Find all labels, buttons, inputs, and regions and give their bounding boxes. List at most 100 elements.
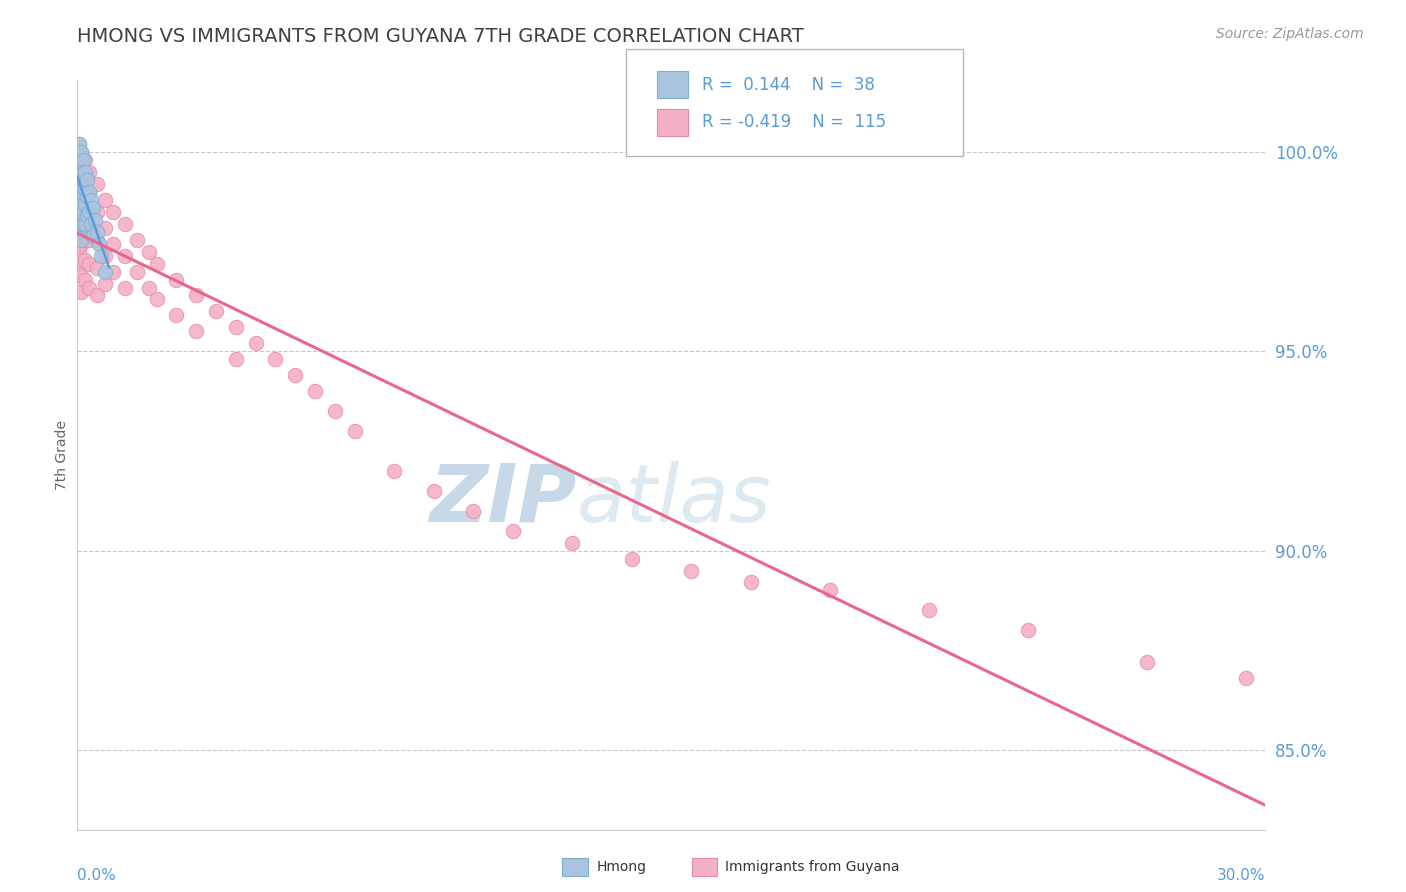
Point [101, 264, 124, 278]
Point [77, 185, 100, 199]
Point [86, 204, 108, 219]
Point [77, 257, 100, 271]
Point [70, 193, 93, 207]
Point [502, 524, 524, 538]
Point [681, 564, 703, 578]
Point [70, 217, 93, 231]
Point [138, 280, 160, 294]
Point [94, 220, 117, 235]
Point [138, 244, 160, 259]
Point [423, 483, 446, 498]
Text: HMONG VS IMMIGRANTS FROM GUYANA 7TH GRADE CORRELATION CHART: HMONG VS IMMIGRANTS FROM GUYANA 7TH GRAD… [77, 27, 804, 45]
Point [114, 280, 136, 294]
Point [67, 177, 90, 191]
Point [75, 193, 97, 207]
Point [72, 217, 94, 231]
Point [76, 189, 98, 203]
Text: 0.0%: 0.0% [77, 869, 117, 883]
Point [382, 464, 405, 478]
Point [94, 193, 117, 207]
Point [72, 197, 94, 211]
Point [67, 233, 90, 247]
Point [75, 197, 97, 211]
Point [70, 201, 93, 215]
Point [67, 165, 90, 179]
Point [114, 217, 136, 231]
Point [67, 217, 90, 231]
Point [75, 217, 97, 231]
Point [186, 288, 208, 302]
Point [70, 236, 93, 251]
Point [77, 233, 100, 247]
Point [67, 185, 90, 199]
Point [463, 504, 485, 518]
Text: R =  0.144    N =  38: R = 0.144 N = 38 [702, 76, 875, 94]
Point [77, 204, 100, 219]
Text: 30.0%: 30.0% [1218, 869, 1265, 883]
Point [186, 324, 208, 338]
Point [84, 212, 107, 227]
Point [82, 201, 104, 215]
Point [70, 268, 93, 283]
Point [70, 285, 93, 299]
Point [125, 233, 148, 247]
Point [70, 204, 93, 219]
Point [77, 165, 100, 179]
Point [80, 217, 103, 231]
Point [77, 185, 100, 199]
Point [67, 149, 90, 163]
Point [620, 551, 643, 566]
Point [72, 165, 94, 179]
Point [67, 244, 90, 259]
Point [76, 209, 98, 223]
Point [70, 252, 93, 267]
Point [72, 181, 94, 195]
Point [67, 193, 90, 207]
Point [818, 583, 841, 598]
Text: Source: ZipAtlas.com: Source: ZipAtlas.com [1216, 27, 1364, 41]
Point [67, 173, 90, 187]
Point [70, 177, 93, 191]
Point [76, 173, 98, 187]
Point [86, 260, 108, 275]
Text: R = -0.419    N =  115: R = -0.419 N = 115 [702, 113, 886, 131]
Point [70, 161, 93, 175]
Point [101, 204, 124, 219]
Point [284, 368, 307, 383]
Point [918, 603, 941, 617]
Point [86, 177, 108, 191]
Point [225, 352, 247, 367]
Point [125, 264, 148, 278]
Point [70, 145, 93, 159]
Point [67, 197, 90, 211]
Point [165, 309, 187, 323]
Point [75, 181, 97, 195]
Point [90, 249, 112, 263]
Point [80, 193, 103, 207]
Point [94, 277, 117, 291]
Point [264, 352, 287, 367]
Point [67, 161, 90, 175]
Point [1234, 671, 1257, 685]
Point [67, 204, 90, 219]
Point [70, 233, 93, 247]
Point [225, 320, 247, 334]
Point [70, 185, 93, 199]
Point [165, 272, 187, 286]
Point [561, 535, 583, 549]
Point [67, 136, 90, 151]
Point [94, 249, 117, 263]
Point [70, 145, 93, 159]
Point [75, 252, 97, 267]
Point [75, 272, 97, 286]
Point [67, 136, 90, 151]
Point [86, 225, 108, 239]
Text: Immigrants from Guyana: Immigrants from Guyana [725, 860, 900, 874]
Text: atlas: atlas [576, 461, 770, 539]
Point [1136, 655, 1159, 669]
Point [740, 575, 762, 590]
Text: ZIP: ZIP [429, 461, 576, 539]
Point [72, 153, 94, 167]
Point [75, 212, 97, 227]
Point [114, 249, 136, 263]
